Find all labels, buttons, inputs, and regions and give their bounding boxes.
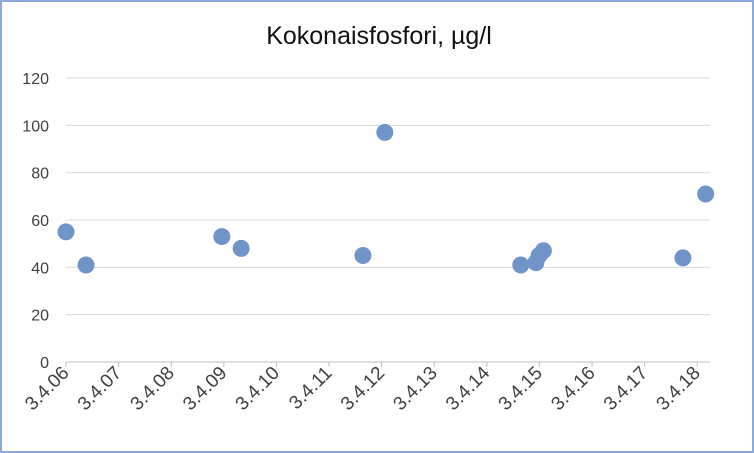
x-tick-label: 3.4.13 bbox=[390, 363, 442, 415]
y-tick-label: 80 bbox=[31, 166, 49, 183]
x-axis-ticks: 3.4.06 3.4.07 3.4.08 3.4.09 3.4.10 3.4.11 3.4.… bbox=[21, 362, 705, 415]
data-point bbox=[534, 242, 552, 260]
x-tick-label: 3.4.18 bbox=[653, 363, 705, 415]
x-tick-label: 3.4.17 bbox=[600, 363, 652, 415]
data-point bbox=[232, 239, 250, 257]
y-tick-label: 20 bbox=[31, 308, 49, 325]
y-tick-label: 0 bbox=[40, 355, 49, 372]
x-tick-label: 3.4.15 bbox=[495, 363, 547, 415]
x-tick-label: 3.4.14 bbox=[442, 362, 495, 415]
x-tick-label: 3.4.16 bbox=[547, 363, 599, 415]
y-tick-label: 100 bbox=[22, 118, 49, 135]
x-tick-label: 3.4.11 bbox=[285, 363, 336, 414]
x-tick-label: 3.4.07 bbox=[74, 363, 126, 415]
y-tick-label: 40 bbox=[31, 260, 49, 277]
chart-title: Kokonaisfosfori, µg/l bbox=[266, 22, 492, 50]
data-point bbox=[77, 256, 95, 274]
data-point bbox=[674, 249, 692, 267]
x-tick-label: 3.4.12 bbox=[337, 363, 389, 415]
x-tick-label: 3.4.08 bbox=[127, 363, 179, 415]
data-point bbox=[354, 247, 372, 264]
data-point bbox=[512, 256, 530, 274]
data-points bbox=[57, 123, 715, 274]
y-tick-label: 60 bbox=[31, 213, 49, 230]
gridlines bbox=[66, 77, 710, 316]
data-point bbox=[57, 223, 75, 241]
x-tick-label: 3.4.09 bbox=[179, 363, 231, 415]
data-point bbox=[213, 228, 231, 246]
y-tick-label: 120 bbox=[22, 71, 49, 88]
data-point bbox=[697, 185, 715, 203]
y-axis-ticks: 0 20 40 60 80 100 120 bbox=[22, 71, 49, 372]
x-tick-label: 3.4.10 bbox=[232, 363, 284, 415]
data-point bbox=[376, 123, 394, 141]
